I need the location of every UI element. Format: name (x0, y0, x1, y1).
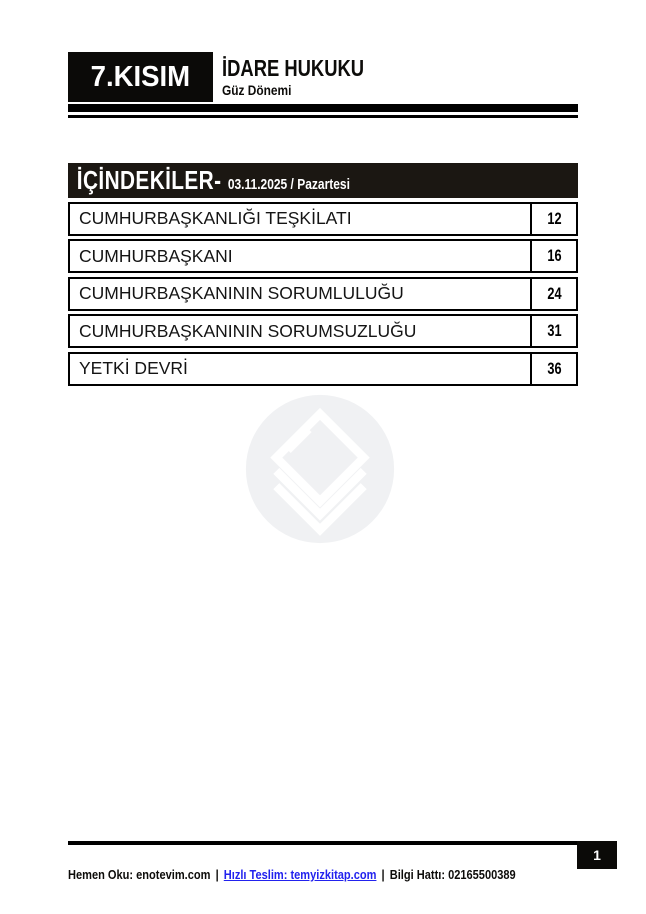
term-label: Güz Dönemi (222, 82, 292, 98)
footer-read-label: Hemen Oku: enotevim.com (68, 867, 211, 882)
header-rule-thick (68, 104, 578, 112)
toc-header-line: İÇİNDEKİLER- 03.11.2025 / Pazartesi (68, 165, 350, 196)
toc-entry-page: 24 (546, 283, 562, 303)
toc-entry-page-cell: 16 (530, 241, 576, 271)
toc-entry-title: CUMHURBAŞKANININ SORUMSUZLUĞU (79, 320, 417, 341)
stacked-diamonds-logo-icon (244, 393, 396, 545)
page-number-badge: 1 (577, 841, 617, 869)
footer-contact-line: Hemen Oku: enotevim.com | Hızlı Teslim: te… (68, 867, 516, 882)
page-number: 1 (593, 847, 601, 863)
toc-entry-title: YETKİ DEVRİ (79, 358, 188, 378)
toc-entry-page: 16 (546, 246, 562, 265)
toc-date: 03.11.2025 / Pazartesi (227, 176, 350, 193)
toc-entry-page: 36 (546, 358, 562, 378)
course-title: İDARE HUKUKU (222, 55, 365, 81)
toc-header-bar: İÇİNDEKİLER- 03.11.2025 / Pazartesi (68, 163, 578, 198)
toc-entry-page-cell: 12 (530, 203, 576, 234)
footer-delivery-link[interactable]: Hızlı Teslim: temyizkitap.com (223, 867, 377, 882)
footer-separator: | (215, 867, 219, 882)
toc-entry-title: CUMHURBAŞKANININ SORUMLULUĞU (79, 283, 404, 303)
toc-entry-page-cell: 31 (530, 316, 576, 346)
section-number-box: 7.KISIM (68, 52, 213, 102)
table-row: CUMHURBAŞKANI 16 (68, 239, 578, 273)
section-number-label: 7.KISIM (90, 60, 191, 93)
table-row: CUMHURBAŞKANININ SORUMLULUĞU 24 (68, 276, 578, 311)
toc-entry-title: CUMHURBAŞKANLIĞI TEŞKİLATI (79, 208, 352, 228)
footer-separator: | (381, 867, 385, 882)
table-row: CUMHURBAŞKANININ SORUMSUZLUĞU 31 (68, 314, 578, 348)
toc-heading: İÇİNDEKİLER- (76, 165, 222, 195)
toc-entry-page-cell: 24 (530, 278, 576, 309)
toc-entry-page: 31 (546, 321, 562, 340)
footer-info-label: Bilgi Hattı: 02165500389 (389, 867, 516, 882)
footer-rule (68, 841, 577, 845)
table-of-contents: İÇİNDEKİLER- 03.11.2025 / Pazartesi CUMH… (68, 163, 578, 386)
toc-entry-title: CUMHURBAŞKANI (79, 245, 233, 266)
header-rule-thin (68, 115, 578, 118)
table-row: YETKİ DEVRİ 36 (68, 351, 578, 386)
table-row: CUMHURBAŞKANLIĞI TEŞKİLATI 12 (68, 201, 578, 236)
toc-entry-page-cell: 36 (530, 353, 576, 384)
toc-entry-page: 12 (546, 208, 562, 228)
